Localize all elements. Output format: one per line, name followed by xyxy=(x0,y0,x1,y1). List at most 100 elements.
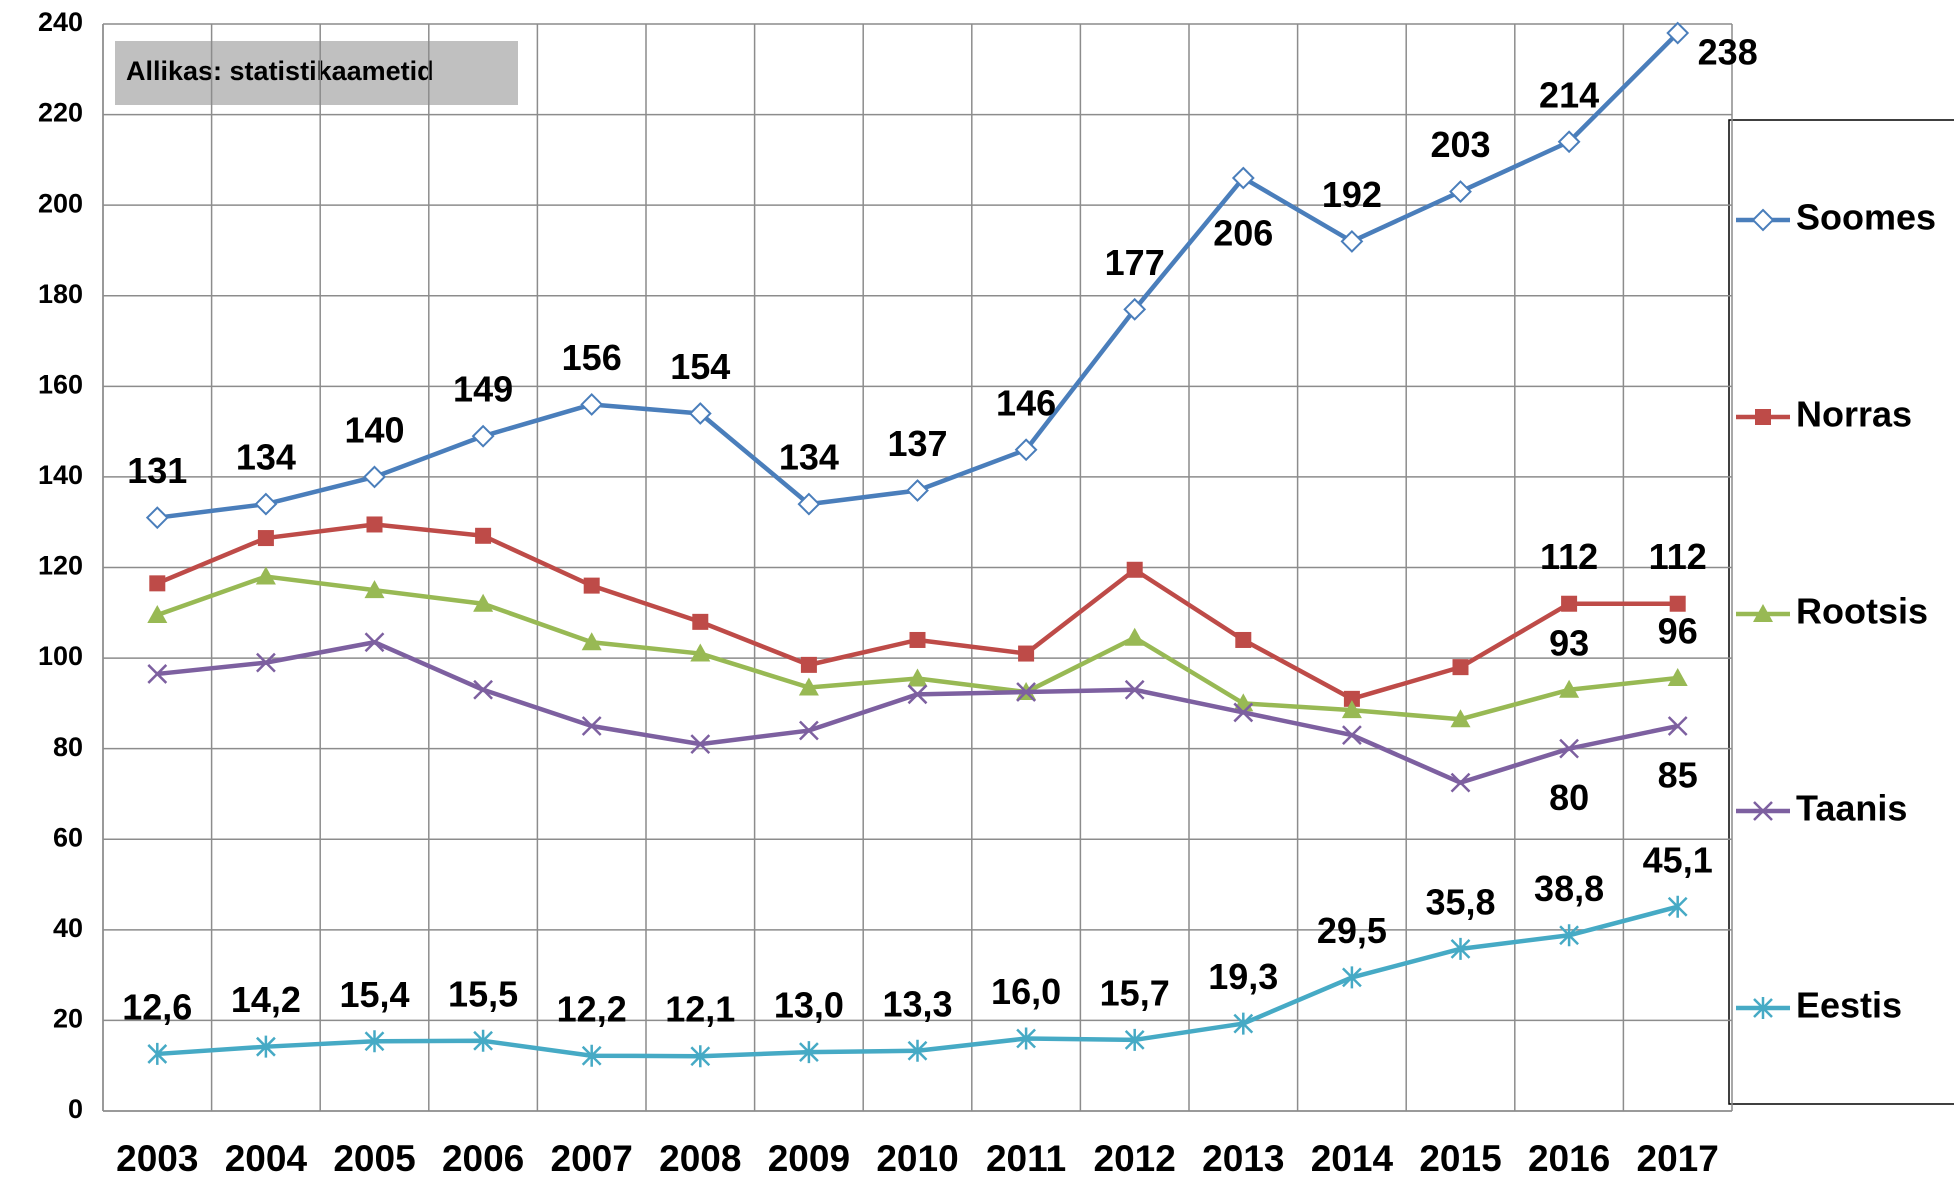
data-label: 96 xyxy=(1658,611,1698,652)
x-tick-label: 2013 xyxy=(1202,1138,1284,1179)
y-tick-label: 0 xyxy=(68,1094,83,1124)
marker xyxy=(1342,966,1362,989)
marker xyxy=(145,506,169,530)
marker xyxy=(473,1029,493,1052)
marker xyxy=(363,465,386,489)
legend-label: Soomes xyxy=(1796,197,1936,238)
marker xyxy=(1450,772,1471,793)
data-label: 12,1 xyxy=(665,989,735,1030)
x-tick-label: 2016 xyxy=(1528,1138,1610,1179)
marker xyxy=(800,656,817,673)
data-label: 112 xyxy=(1540,536,1598,577)
marker xyxy=(907,668,928,687)
x-tick-label: 2005 xyxy=(333,1138,415,1179)
marker xyxy=(798,677,819,696)
data-label: 112 xyxy=(1649,536,1707,577)
y-tick-label: 160 xyxy=(38,369,83,399)
data-label: 14,2 xyxy=(231,979,301,1020)
marker xyxy=(147,1042,168,1065)
marker xyxy=(1561,595,1578,612)
marker xyxy=(147,605,168,624)
marker xyxy=(473,679,493,700)
data-label: 12,2 xyxy=(557,988,627,1029)
marker xyxy=(1340,229,1364,253)
series-taanis: 80 85 xyxy=(147,632,1698,818)
series-rootsis: 93 96 xyxy=(147,566,1698,728)
marker xyxy=(475,527,492,544)
marker xyxy=(581,1044,602,1067)
marker xyxy=(799,720,819,741)
marker xyxy=(1126,561,1143,578)
data-label: 203 xyxy=(1430,124,1490,165)
marker xyxy=(1235,631,1252,648)
marker xyxy=(1342,725,1362,745)
x-tick-label: 2006 xyxy=(442,1138,524,1179)
marker xyxy=(1233,702,1254,723)
marker xyxy=(1667,716,1688,736)
marker xyxy=(1667,668,1688,687)
y-tick-label: 200 xyxy=(38,188,83,218)
data-label: 154 xyxy=(670,346,730,387)
marker xyxy=(149,575,166,592)
data-label: 38,8 xyxy=(1534,868,1604,909)
marker xyxy=(364,1030,385,1053)
marker xyxy=(1124,627,1145,646)
marker xyxy=(1124,679,1145,700)
marker xyxy=(256,652,276,673)
data-label: 35,8 xyxy=(1425,881,1495,922)
x-tick-label: 2008 xyxy=(659,1138,741,1179)
legend-marker xyxy=(1753,801,1773,821)
legend-label: Norras xyxy=(1796,394,1912,435)
marker xyxy=(580,393,604,416)
y-tick-label: 220 xyxy=(38,98,83,128)
data-label: 214 xyxy=(1539,74,1599,115)
marker xyxy=(688,402,712,425)
data-label: 80 xyxy=(1549,777,1589,818)
x-tick-label: 2017 xyxy=(1637,1138,1719,1179)
data-label: 131 xyxy=(127,450,187,491)
legend-label: Taanis xyxy=(1796,788,1907,829)
marker xyxy=(907,684,928,705)
data-label: 85 xyxy=(1658,755,1698,796)
marker xyxy=(690,643,711,662)
annotation-box xyxy=(115,41,518,105)
y-tick-label: 240 xyxy=(38,7,83,37)
data-label: 15,4 xyxy=(339,974,409,1015)
data-label: 137 xyxy=(887,423,947,464)
marker xyxy=(1666,21,1690,45)
marker xyxy=(1233,1012,1254,1035)
marker xyxy=(1559,924,1579,947)
x-tick-label: 2003 xyxy=(116,1138,198,1179)
legend-marker xyxy=(1751,208,1775,232)
x-tick-label: 2014 xyxy=(1311,1138,1394,1179)
data-label: 140 xyxy=(344,409,404,450)
marker xyxy=(583,577,600,594)
x-tick-label: 2007 xyxy=(551,1138,633,1179)
marker xyxy=(473,593,494,612)
y-tick-label: 140 xyxy=(38,460,83,490)
x-tick-label: 2011 xyxy=(986,1138,1066,1179)
y-tick-label: 100 xyxy=(38,641,83,671)
data-label: 16,0 xyxy=(991,971,1061,1012)
legend-label: Eestis xyxy=(1796,985,1902,1026)
legend-marker xyxy=(1753,997,1773,1019)
marker xyxy=(1018,645,1035,662)
data-label: 192 xyxy=(1322,174,1382,215)
y-tick-label: 180 xyxy=(38,279,83,309)
annotation: Allikas: statistikaametid xyxy=(126,56,434,86)
series-eestis: 12,6 14,2 15,4 15,5 12,2 12,1 13,0 13,3 16,0 15,7… xyxy=(122,839,1713,1068)
data-label: 149 xyxy=(453,369,513,410)
series-norras: 112 112 xyxy=(149,516,1707,707)
data-label: 45,1 xyxy=(1643,839,1713,880)
x-tick-label: 2004 xyxy=(225,1138,308,1179)
data-label: 19,3 xyxy=(1208,956,1278,997)
marker xyxy=(692,613,709,630)
marker xyxy=(799,1041,819,1064)
marker xyxy=(1452,659,1469,676)
marker xyxy=(1559,679,1580,698)
marker xyxy=(471,424,495,448)
marker xyxy=(1559,738,1579,759)
marker xyxy=(366,516,383,533)
marker xyxy=(1016,682,1036,702)
